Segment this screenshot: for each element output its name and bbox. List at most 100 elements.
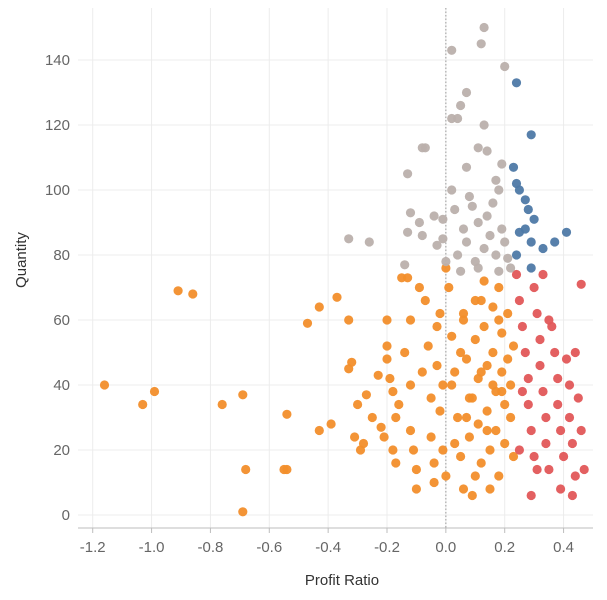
orange-point-113[interactable]	[494, 315, 504, 325]
orange-point-81[interactable]	[482, 360, 492, 371]
orange-point-105[interactable]	[488, 380, 498, 390]
gray-point-49[interactable]	[503, 253, 513, 263]
orange-point-91[interactable]	[497, 328, 507, 338]
orange-point-72[interactable]	[464, 432, 474, 442]
blue-point-2[interactable]	[508, 162, 519, 172]
orange-point-1[interactable]	[138, 399, 148, 410]
gray-point-27[interactable]	[467, 201, 477, 211]
orange-point-13[interactable]	[314, 302, 324, 312]
orange-point-23[interactable]	[358, 438, 369, 449]
orange-point-49[interactable]	[420, 295, 430, 306]
orange-point-47[interactable]	[414, 282, 424, 293]
gray-point-50[interactable]	[506, 263, 516, 273]
orange-point-108[interactable]	[482, 425, 492, 436]
orange-point-60[interactable]	[441, 263, 451, 273]
orange-point-99[interactable]	[508, 451, 519, 462]
orange-point-14[interactable]	[314, 425, 324, 436]
orange-point-73[interactable]	[467, 490, 477, 501]
red-point-18[interactable]	[553, 373, 563, 384]
orange-point-16[interactable]	[326, 419, 336, 429]
gray-point-37[interactable]	[453, 250, 463, 260]
gray-point-8[interactable]	[479, 120, 489, 130]
red-point-29[interactable]	[576, 279, 586, 289]
red-point-22[interactable]	[561, 354, 572, 364]
orange-point-40[interactable]	[403, 273, 413, 283]
orange-point-15[interactable]	[332, 292, 342, 302]
orange-point-33[interactable]	[388, 386, 398, 397]
blue-point-15[interactable]	[526, 263, 536, 273]
red-point-35[interactable]	[532, 464, 542, 475]
orange-point-25[interactable]	[367, 412, 377, 423]
blue-point-12[interactable]	[550, 237, 560, 247]
orange-point-85[interactable]	[488, 302, 498, 312]
gray-point-6[interactable]	[453, 113, 463, 124]
gray-point-4[interactable]	[500, 61, 510, 72]
orange-point-42[interactable]	[405, 380, 416, 390]
gray-point-14[interactable]	[482, 146, 492, 156]
orange-point-3[interactable]	[173, 286, 183, 296]
red-point-10[interactable]	[535, 334, 545, 345]
red-point-27[interactable]	[570, 347, 580, 358]
gray-point-12[interactable]	[473, 143, 483, 153]
orange-point-83[interactable]	[485, 445, 495, 455]
orange-point-34[interactable]	[388, 445, 398, 455]
gray-point-41[interactable]	[485, 230, 495, 241]
orange-point-2[interactable]	[149, 386, 160, 397]
orange-point-110[interactable]	[470, 471, 480, 481]
orange-point-95[interactable]	[503, 308, 513, 319]
gray-point-23[interactable]	[429, 211, 439, 221]
gray-point-15[interactable]	[491, 175, 501, 185]
orange-point-58[interactable]	[435, 406, 445, 416]
gray-point-17[interactable]	[464, 191, 474, 202]
orange-point-17[interactable]	[344, 315, 354, 325]
gray-point-7[interactable]	[456, 100, 466, 111]
gray-point-21[interactable]	[403, 227, 413, 237]
gray-point-29[interactable]	[482, 211, 492, 221]
red-point-3[interactable]	[520, 347, 530, 358]
orange-point-78[interactable]	[476, 458, 486, 468]
red-point-12[interactable]	[538, 386, 548, 397]
orange-point-54[interactable]	[429, 477, 439, 488]
orange-point-96[interactable]	[503, 354, 513, 364]
gray-point-2[interactable]	[476, 39, 486, 49]
red-point-36[interactable]	[556, 484, 566, 494]
orange-point-101[interactable]	[447, 380, 457, 390]
red-point-5[interactable]	[523, 399, 533, 410]
red-point-28[interactable]	[573, 393, 583, 403]
gray-point-22[interactable]	[414, 217, 424, 228]
orange-point-41[interactable]	[405, 315, 416, 325]
gray-point-35[interactable]	[432, 240, 442, 250]
blue-point-0[interactable]	[511, 78, 522, 88]
orange-point-79[interactable]	[479, 276, 489, 286]
orange-point-50[interactable]	[423, 341, 433, 351]
blue-point-5[interactable]	[520, 195, 530, 205]
gray-point-0[interactable]	[447, 45, 457, 55]
orange-point-43[interactable]	[405, 425, 416, 436]
gray-point-11[interactable]	[403, 169, 413, 179]
orange-point-51[interactable]	[426, 393, 436, 403]
orange-point-61[interactable]	[438, 380, 448, 390]
orange-point-56[interactable]	[432, 360, 442, 371]
orange-point-5[interactable]	[217, 399, 227, 410]
orange-point-109[interactable]	[450, 438, 460, 449]
orange-point-52[interactable]	[426, 432, 436, 442]
blue-point-13[interactable]	[561, 227, 572, 237]
orange-point-88[interactable]	[491, 425, 501, 436]
orange-point-24[interactable]	[361, 390, 371, 400]
red-point-19[interactable]	[553, 399, 563, 410]
blue-point-9[interactable]	[520, 224, 530, 234]
orange-point-48[interactable]	[417, 367, 427, 377]
orange-point-12[interactable]	[302, 318, 313, 328]
orange-point-32[interactable]	[385, 373, 395, 384]
red-point-21[interactable]	[559, 451, 569, 462]
orange-point-64[interactable]	[447, 331, 457, 341]
gray-point-36[interactable]	[441, 256, 451, 267]
gray-point-26[interactable]	[458, 224, 469, 234]
gray-point-24[interactable]	[438, 214, 448, 224]
red-point-11[interactable]	[535, 360, 545, 371]
orange-point-103[interactable]	[467, 393, 477, 403]
red-point-8[interactable]	[529, 282, 539, 293]
red-point-17[interactable]	[550, 347, 560, 358]
orange-point-92[interactable]	[497, 367, 507, 377]
red-point-24[interactable]	[564, 412, 575, 423]
